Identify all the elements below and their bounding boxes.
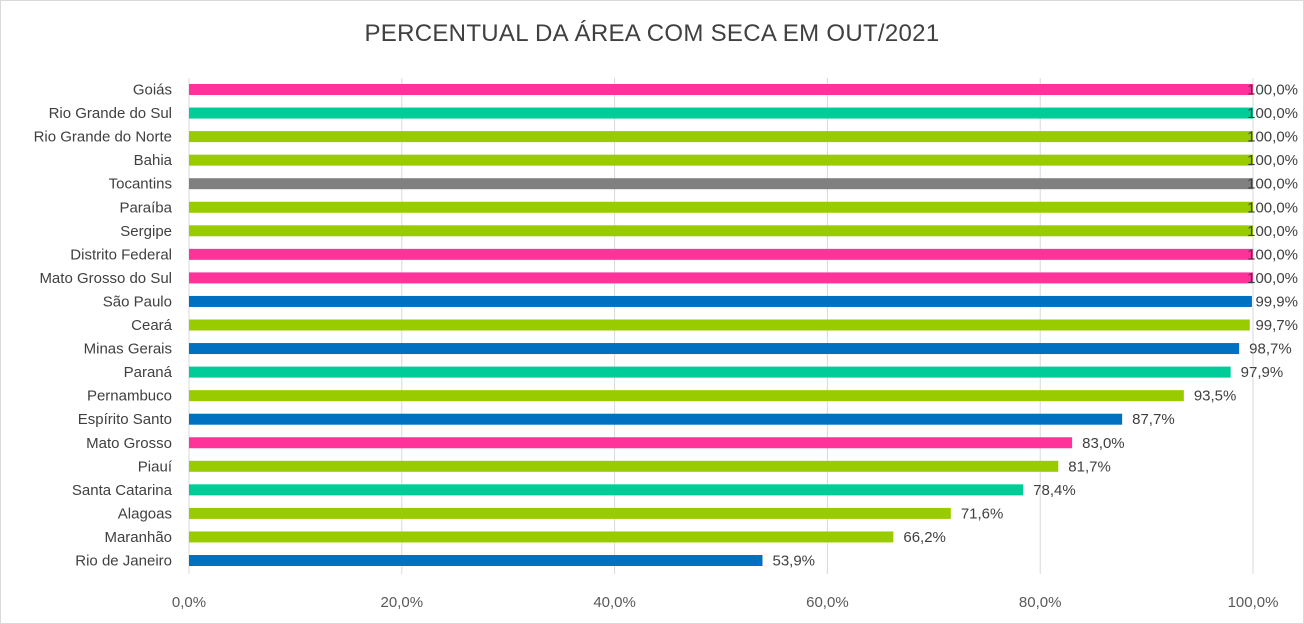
x-tick-label-4: 80,0%	[1019, 594, 1062, 611]
value-label-19: 66,2%	[903, 529, 946, 546]
category-label-10: Ceará	[131, 317, 173, 334]
bar-6	[189, 225, 1253, 237]
bar-13	[189, 390, 1184, 402]
bar-4	[189, 178, 1253, 190]
x-tick-label-5: 100,0%	[1228, 594, 1279, 611]
value-label-11: 98,7%	[1249, 341, 1292, 358]
bar-2	[189, 131, 1253, 143]
x-axis-ticks: 0,0% 20,0% 40,0% 60,0% 80,0% 100,0%	[172, 594, 1279, 611]
bar-19	[189, 531, 894, 543]
category-label-1: Rio Grande do Sul	[49, 105, 172, 122]
category-label-0: Goiás	[133, 82, 172, 99]
category-label-14: Espírito Santo	[78, 411, 172, 428]
chart-title: PERCENTUAL DA ÁREA COM SECA EM OUT/2021	[364, 20, 940, 47]
x-tick-label-1: 20,0%	[381, 594, 424, 611]
value-label-5: 100,0%	[1247, 199, 1298, 216]
category-label-15: Mato Grosso	[86, 435, 172, 452]
value-label-14: 87,7%	[1132, 411, 1175, 428]
value-label-17: 78,4%	[1033, 482, 1076, 499]
value-label-7: 100,0%	[1247, 246, 1298, 263]
category-label-13: Pernambuco	[87, 388, 172, 405]
value-label-2: 100,0%	[1247, 129, 1298, 146]
bar-12	[189, 366, 1231, 378]
value-label-9: 99,9%	[1255, 293, 1298, 310]
category-label-3: Bahia	[134, 152, 173, 169]
category-labels: Goiás Rio Grande do Sul Rio Grande do Nort…	[34, 82, 173, 570]
value-label-20: 53,9%	[772, 553, 815, 570]
category-label-20: Rio de Janeiro	[75, 553, 172, 570]
value-label-13: 93,5%	[1194, 388, 1237, 405]
bar-9	[189, 295, 1252, 307]
bar-17	[189, 484, 1024, 496]
category-label-2: Rio Grande do Norte	[34, 129, 172, 146]
bar-18	[189, 507, 951, 519]
bar-1	[189, 107, 1253, 119]
category-label-7: Distrito Federal	[70, 246, 172, 263]
value-labels: 100,0% 100,0% 100,0% 100,0% 100,0% 100,0% 100,…	[772, 82, 1298, 570]
bar-20	[189, 555, 763, 566]
category-label-17: Santa Catarina	[72, 482, 173, 499]
category-label-11: Minas Gerais	[84, 341, 172, 358]
x-tick-label-3: 60,0%	[806, 594, 849, 611]
value-label-0: 100,0%	[1247, 82, 1298, 99]
value-label-4: 100,0%	[1247, 176, 1298, 193]
value-label-3: 100,0%	[1247, 152, 1298, 169]
value-label-10: 99,7%	[1255, 317, 1298, 334]
x-tick-label-0: 0,0%	[172, 594, 206, 611]
value-label-8: 100,0%	[1247, 270, 1298, 287]
x-tick-label-2: 40,0%	[593, 594, 636, 611]
bar-3	[189, 154, 1253, 166]
category-label-8: Mato Grosso do Sul	[39, 270, 172, 287]
bar-15	[189, 437, 1073, 449]
value-label-18: 71,6%	[961, 505, 1004, 522]
category-label-19: Maranhão	[104, 529, 172, 546]
value-label-16: 81,7%	[1068, 458, 1111, 475]
category-label-5: Paraíba	[119, 199, 172, 216]
bar-7	[189, 248, 1253, 260]
value-label-6: 100,0%	[1247, 223, 1298, 240]
value-label-15: 83,0%	[1082, 435, 1125, 452]
value-label-1: 100,0%	[1247, 105, 1298, 122]
bars	[189, 84, 1253, 566]
bar-0	[189, 84, 1253, 95]
category-label-9: São Paulo	[103, 293, 172, 310]
category-label-4: Tocantins	[109, 176, 172, 193]
bar-14	[189, 413, 1123, 425]
bar-8	[189, 272, 1253, 284]
category-label-16: Piauí	[138, 458, 173, 475]
bar-11	[189, 343, 1240, 355]
category-label-12: Paraná	[124, 364, 173, 381]
category-label-6: Sergipe	[120, 223, 172, 240]
bar-10	[189, 319, 1250, 331]
category-label-18: Alagoas	[118, 505, 172, 522]
value-label-12: 97,9%	[1241, 364, 1284, 381]
bar-16	[189, 460, 1059, 472]
bar-5	[189, 201, 1253, 213]
